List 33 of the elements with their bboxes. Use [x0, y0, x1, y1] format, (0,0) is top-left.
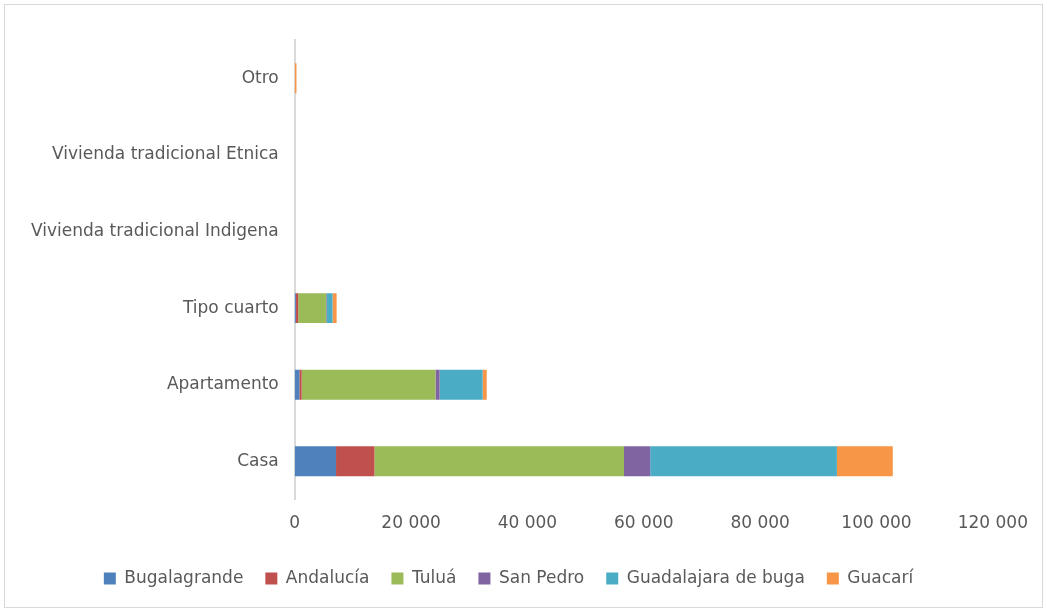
- bar: [301, 369, 436, 400]
- x-tick-label: 20 000: [381, 512, 441, 533]
- bar: [374, 446, 625, 477]
- bar: [332, 293, 337, 324]
- bar: [439, 369, 483, 400]
- legend-label: Guadalajara de buga: [626, 566, 805, 587]
- bar: [336, 446, 375, 477]
- x-tick-label: 100 000: [841, 512, 912, 533]
- y-tick-label: Vivienda tradicional Indigena: [30, 219, 279, 240]
- x-tick-label: 0: [289, 512, 301, 533]
- bar: [624, 446, 651, 477]
- bar: [650, 446, 837, 477]
- y-tick-label: Otro: [241, 66, 279, 87]
- legend-label: Tuluá: [410, 566, 457, 587]
- x-tick-label: 120 000: [957, 512, 1029, 533]
- legend-label: San Pedro: [498, 566, 585, 587]
- x-tick-label: 80 000: [730, 512, 790, 533]
- bar: [836, 446, 893, 477]
- bar: [294, 446, 337, 477]
- legend-label: Andalucía: [285, 566, 370, 587]
- y-tick-label: Apartamento: [166, 373, 279, 394]
- y-tick-label: Vivienda tradicional Etnica: [52, 143, 279, 164]
- x-tick-label: 60 000: [614, 512, 674, 533]
- legend-label: Bugalagrande: [124, 566, 244, 587]
- x-tick-label: 40 000: [497, 512, 558, 533]
- bar: [299, 369, 302, 400]
- bar: [435, 369, 440, 400]
- bar: [298, 293, 327, 324]
- y-tick-label: Casa: [237, 449, 279, 470]
- legend-label: Guacarí: [847, 566, 915, 587]
- bar: [326, 293, 333, 324]
- y-tick-label: Tipo cuarto: [181, 296, 279, 317]
- bar: [482, 369, 487, 400]
